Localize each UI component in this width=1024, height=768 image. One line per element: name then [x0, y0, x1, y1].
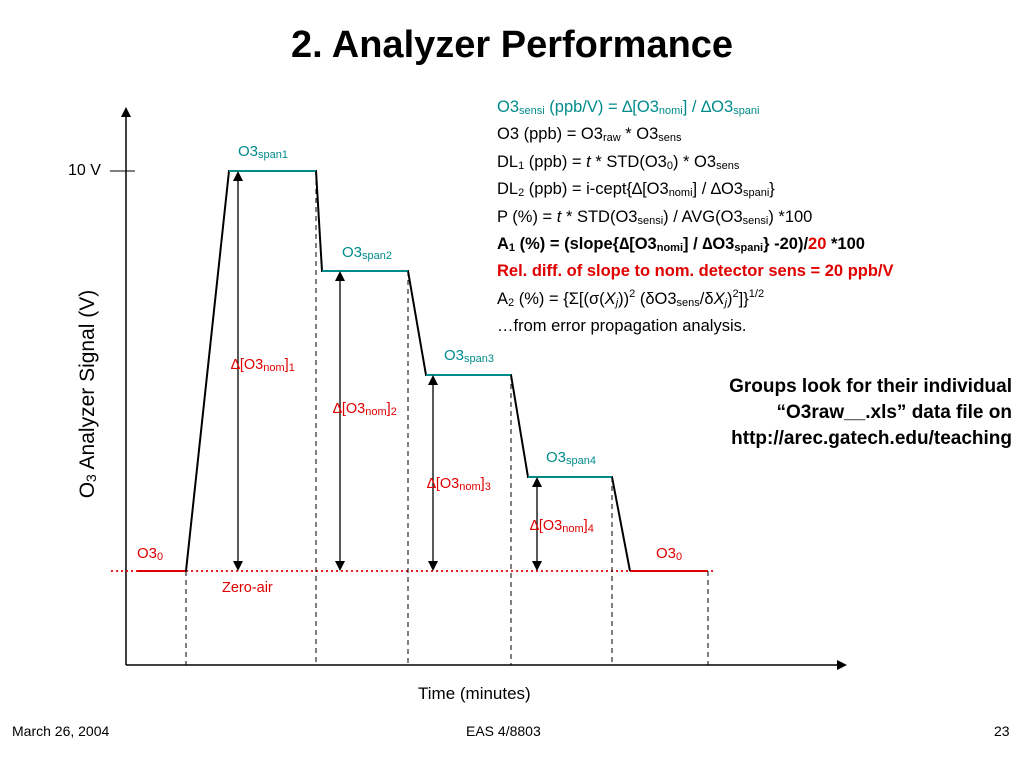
slide-title: 2. Analyzer Performance — [290, 24, 734, 66]
footer-date: March 26, 2004 — [12, 723, 110, 739]
x-axis-label: Time (minutes) — [418, 684, 531, 703]
formula-list: O3sensi (ppb/V) = ∆[O3nomi] / ∆O3spani O… — [497, 94, 894, 341]
teaching-url[interactable]: http://arec.gatech.edu/teaching — [731, 428, 1012, 449]
span2-label: O3span2 — [342, 244, 392, 262]
formula-dl1: DL1 (ppb) = t * STD(O30) * O3sens — [497, 152, 740, 172]
delta1-label: ∆[O3nom]1 — [231, 357, 295, 374]
formula-a2: A2 (%) = {Σ[(σ(Xj))2 (δO3sens/δXj)2]}1/2 — [497, 287, 765, 309]
delta2-label: ∆[O3nom]2 — [333, 401, 397, 418]
zero-air-label: Zero-air — [222, 580, 273, 596]
delta4-label: ∆[O3nom]4 — [530, 518, 594, 535]
data-file-note: Groups look for their individual “O3raw_… — [592, 374, 1012, 452]
span3-label: O3span3 — [444, 347, 494, 365]
formula-rel-diff: Rel. diff. of slope to nom. detector sen… — [497, 262, 894, 281]
time-guides — [185, 171, 709, 665]
y-axis-label: O3 Analyzer Signal (V) — [76, 289, 99, 499]
formula-footnote: …from error propagation analysis. — [497, 317, 747, 336]
formula-precision: P (%) = t * STD(O3sensi) / AVG(O3sensi) … — [497, 207, 813, 227]
footer-page-number: 23 — [994, 723, 1010, 739]
formula-a1: A1 (%) = (slope{∆[O3nomi] / ∆O3spani} -2… — [497, 234, 865, 254]
delta3-label: ∆[O3nom]3 — [427, 476, 491, 493]
formula-o3: O3 (ppb) = O3raw * O3sens — [497, 125, 682, 145]
tick-10v-label: 10 V — [68, 162, 101, 179]
span1-label: O3span1 — [238, 143, 288, 161]
footer-course: EAS 4/8803 — [466, 723, 541, 739]
formula-sensitivity: O3sensi (ppb/V) = ∆[O3nomi] / ∆O3spani — [497, 98, 760, 117]
o3-zero-label-end: O30 — [656, 545, 683, 563]
span4-label: O3span4 — [546, 449, 596, 467]
o3-zero-label-start: O30 — [137, 545, 164, 563]
formula-dl2: DL2 (ppb) = i-cept{∆[O3nomi] / ∆O3spani} — [497, 180, 775, 200]
